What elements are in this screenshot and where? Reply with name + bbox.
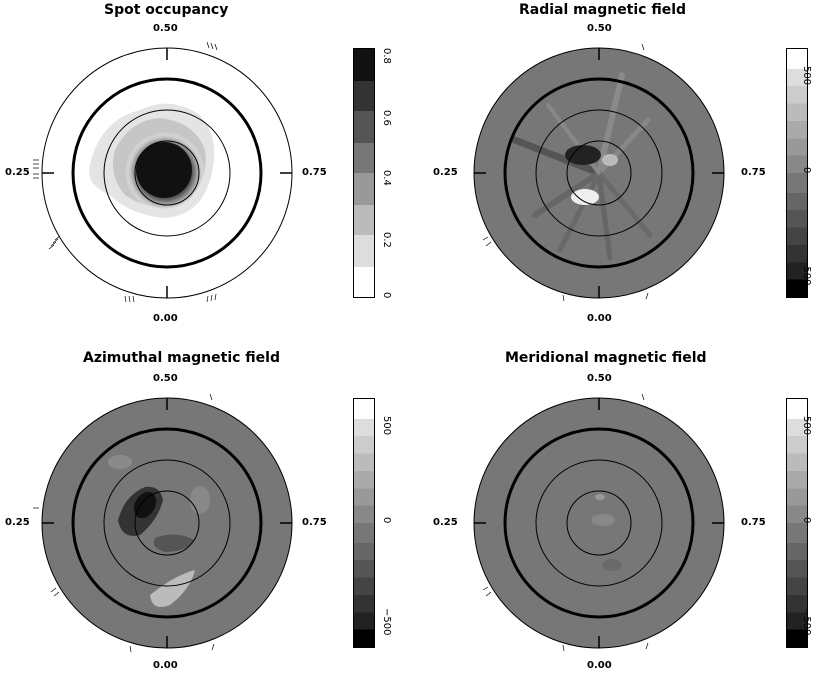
positive-field-patch	[190, 486, 210, 514]
field-patch	[595, 494, 605, 500]
phase-label-top: 0.50	[587, 373, 612, 384]
spot-halo	[89, 103, 215, 218]
phase-label-bottom: 0.00	[153, 660, 178, 671]
polar-spot-core	[136, 142, 192, 198]
colorbar-tick-label: 0	[381, 292, 392, 299]
equator-circle	[71, 77, 263, 269]
panel-title: Spot occupancy	[104, 2, 229, 18]
latitude-circle-2	[535, 109, 663, 237]
phase-label-bottom: 0.00	[587, 660, 612, 671]
colorbar-tick-label: 0	[801, 167, 812, 174]
equator-circle	[503, 427, 695, 619]
latitude-circle-1	[134, 140, 200, 206]
phase-label-right: 0.75	[302, 167, 327, 178]
panel-title: Meridional magnetic field	[505, 350, 707, 366]
phase-ticks	[42, 48, 292, 298]
colorbar-tick-label: 0.6	[381, 110, 392, 126]
colorbar-tick-label: 0.4	[381, 170, 392, 186]
colorbar-tick-label: −500	[801, 608, 812, 636]
phase-label-left: 0.25	[5, 517, 30, 528]
colorbar-tick-label: 0.2	[381, 232, 392, 248]
equator-circle	[503, 77, 695, 269]
phase-label-left: 0.25	[433, 517, 458, 528]
field-patch	[591, 514, 615, 526]
phase-label-bottom: 0.00	[153, 313, 178, 324]
panel-title: Radial magnetic field	[519, 2, 687, 18]
polar-spot	[125, 132, 205, 212]
panel-title: Azimuthal magnetic field	[83, 350, 280, 366]
positive-field-patch	[602, 154, 618, 166]
field-patch	[602, 559, 622, 571]
phase-ticks	[42, 398, 292, 648]
latitude-circle-2	[535, 459, 663, 587]
colorbar	[786, 398, 808, 648]
negative-field-patch	[118, 486, 163, 536]
phase-label-top: 0.50	[153, 373, 178, 384]
phase-label-left: 0.25	[5, 167, 30, 178]
colorbar	[353, 398, 375, 648]
colorbar-tick-label: 500	[801, 66, 812, 86]
equator-circle	[71, 427, 263, 619]
observation-phase-marks	[33, 41, 218, 303]
colorbar	[786, 48, 808, 298]
phase-label-right: 0.75	[741, 517, 766, 528]
colorbar-tick-label: −500	[381, 608, 392, 636]
positive-field-patch	[108, 455, 132, 469]
positive-field-patch	[571, 189, 599, 205]
colorbar-tick-label: 0	[381, 517, 392, 524]
negative-field-patch	[565, 145, 601, 165]
outer-circle	[473, 47, 725, 299]
positive-field-patch	[150, 570, 195, 608]
phase-label-right: 0.75	[741, 167, 766, 178]
phase-label-bottom: 0.00	[587, 313, 612, 324]
phase-ticks	[474, 48, 724, 298]
colorbar-tick-label: 500	[381, 416, 392, 436]
phase-label-top: 0.50	[587, 23, 612, 34]
outer-circle	[41, 397, 293, 649]
colorbar-tick-label: −500	[801, 258, 812, 286]
spot-halo-inner	[112, 118, 206, 208]
colorbar	[353, 48, 375, 298]
observation-phase-marks	[482, 43, 649, 302]
colorbar-tick-label: 0.8	[381, 48, 392, 64]
outer-circle	[473, 397, 725, 649]
colorbar-tick-label: 0	[801, 517, 812, 524]
outer-circle	[41, 47, 293, 299]
observation-phase-marks	[482, 393, 649, 652]
observation-phase-marks	[33, 393, 215, 653]
phase-label-top: 0.50	[153, 23, 178, 34]
phase-ticks	[474, 398, 724, 648]
phase-label-right: 0.75	[302, 517, 327, 528]
latitude-circle-2	[103, 109, 231, 237]
phase-label-left: 0.25	[433, 167, 458, 178]
negative-field-core	[133, 491, 157, 519]
latitude-circle-1	[566, 140, 632, 206]
colorbar-tick-label: 500	[801, 416, 812, 436]
latitude-circle-1	[134, 490, 200, 556]
latitude-circle-1	[566, 490, 632, 556]
latitude-circle-2	[103, 459, 231, 587]
negative-field-patch	[153, 534, 195, 552]
field-streaks	[511, 72, 653, 261]
